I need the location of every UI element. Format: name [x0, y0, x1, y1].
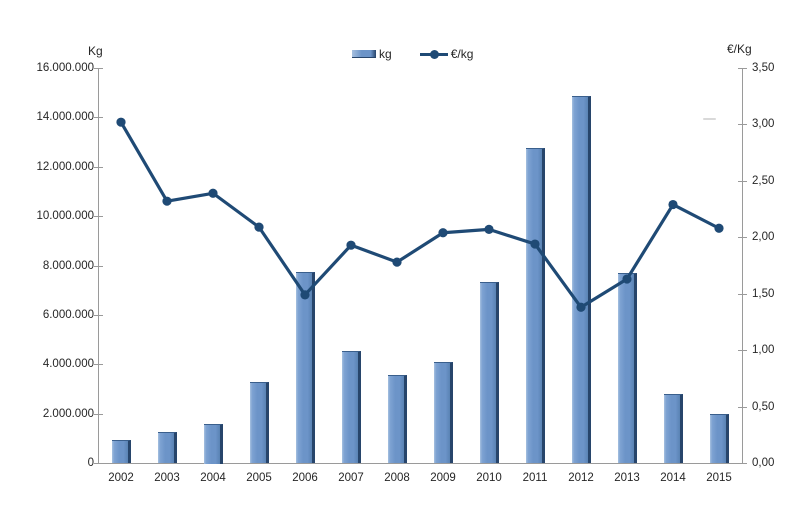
left-axis-tick-label: 4.000.000 — [42, 358, 94, 370]
right-axis-tick — [738, 237, 747, 238]
bar-2003 — [158, 432, 177, 463]
bar-2014 — [664, 394, 683, 463]
right-axis-tick-label: 2,50 — [752, 175, 775, 187]
x-axis-label-2004: 2004 — [200, 472, 226, 484]
bar-2007 — [342, 351, 361, 463]
artifact-mark — [703, 118, 716, 120]
bar-2011 — [526, 148, 545, 463]
right-axis-line — [742, 68, 743, 464]
x-axis-label-2013: 2013 — [614, 472, 640, 484]
bar-2013 — [618, 273, 637, 463]
left-axis-tick — [94, 266, 103, 267]
right-axis-tick-label: 2,00 — [752, 231, 775, 243]
line-series-swatch-icon — [419, 49, 448, 59]
x-axis-label-2014: 2014 — [660, 472, 686, 484]
left-axis-tick-label: 0 — [87, 457, 94, 469]
bar-2008 — [388, 375, 407, 463]
left-axis-tick-label: 12.000.000 — [36, 161, 94, 173]
legend-label-kg: kg — [379, 47, 392, 61]
left-axis-tick-label: 8.000.000 — [42, 260, 94, 272]
right-axis-title: €/Kg — [727, 42, 752, 56]
bar-2010 — [480, 282, 499, 463]
line-marker-2015 — [714, 223, 724, 233]
line-marker-2004 — [208, 188, 218, 198]
line-marker-2008 — [392, 257, 402, 267]
line-marker-2007 — [346, 240, 356, 250]
left-axis-tick — [94, 216, 103, 217]
x-axis-label-2009: 2009 — [430, 472, 456, 484]
bar-series-swatch-icon — [352, 50, 376, 58]
x-axis-line — [98, 463, 743, 464]
line-marker-2005 — [254, 222, 264, 232]
right-axis-tick — [738, 294, 747, 295]
left-axis-title: Kg — [88, 44, 103, 58]
line-marker-2003 — [162, 196, 172, 206]
right-axis-tick-label: 1,00 — [752, 344, 775, 356]
left-axis-tick-label: 10.000.000 — [36, 210, 94, 222]
bar-2002 — [112, 440, 131, 463]
right-axis-tick — [738, 68, 747, 69]
line-marker-2009 — [438, 228, 448, 238]
left-axis-tick — [94, 463, 103, 464]
left-axis-tick-label: 14.000.000 — [36, 111, 94, 123]
right-axis-tick — [738, 463, 747, 464]
left-axis-tick — [94, 167, 103, 168]
bar-2005 — [250, 382, 269, 463]
x-axis-label-2007: 2007 — [338, 472, 364, 484]
x-axis-label-2010: 2010 — [476, 472, 502, 484]
left-axis-tick-label: 16.000.000 — [36, 62, 94, 74]
x-axis-label-2006: 2006 — [292, 472, 318, 484]
left-axis-tick-label: 2.000.000 — [42, 408, 94, 420]
bar-2006 — [296, 272, 315, 463]
left-axis-tick — [94, 68, 103, 69]
bar-2009 — [434, 362, 453, 463]
left-axis-tick-label: 6.000.000 — [42, 309, 94, 321]
bar-2012 — [572, 96, 591, 463]
right-axis-tick-label: 0,00 — [752, 457, 775, 469]
line-marker-2010 — [484, 224, 494, 234]
right-axis-tick — [738, 124, 747, 125]
right-axis-tick-label: 0,50 — [752, 401, 775, 413]
x-axis-label-2008: 2008 — [384, 472, 410, 484]
chart-legend: kg €/kg — [352, 47, 473, 61]
x-axis-label-2002: 2002 — [108, 472, 134, 484]
right-axis-tick — [738, 407, 747, 408]
legend-label-eur-per-kg: €/kg — [450, 47, 474, 61]
x-axis-label-2015: 2015 — [706, 472, 732, 484]
right-axis-tick-label: 3,50 — [752, 62, 775, 74]
line-marker-2002 — [116, 117, 126, 127]
right-axis-tick — [738, 350, 747, 351]
x-axis-label-2011: 2011 — [522, 472, 548, 484]
line-marker-2014 — [668, 199, 678, 210]
right-axis-tick-label: 3,00 — [752, 118, 775, 130]
left-axis-tick — [94, 315, 103, 316]
left-axis-tick — [94, 117, 103, 118]
right-axis-tick-label: 1,50 — [752, 288, 775, 300]
x-axis-label-2003: 2003 — [154, 472, 180, 484]
x-axis-label-2005: 2005 — [246, 472, 272, 484]
x-axis-label-2012: 2012 — [568, 472, 594, 484]
left-axis-tick — [94, 364, 103, 365]
bar-2004 — [204, 424, 223, 464]
bar-2015 — [710, 414, 729, 463]
right-axis-tick — [738, 181, 747, 182]
line-marker-icon — [429, 49, 439, 59]
legend-item-eur-per-kg: €/kg — [419, 47, 474, 61]
legend-item-kg: kg — [352, 47, 392, 61]
left-axis-tick — [94, 414, 103, 415]
